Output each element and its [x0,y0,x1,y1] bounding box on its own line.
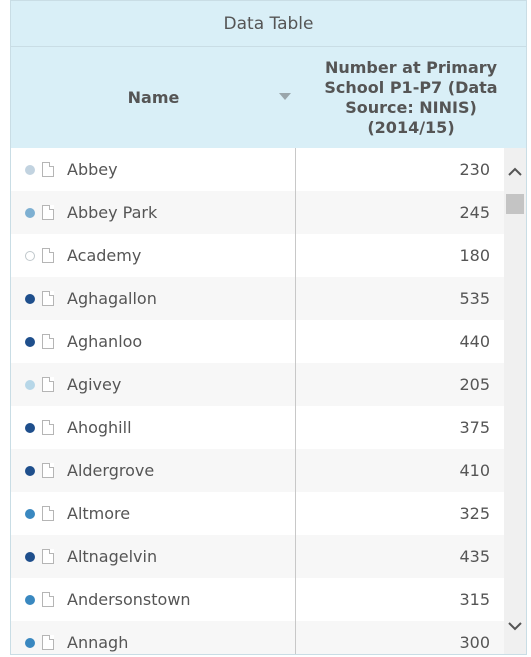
name-cell: Andersonstown [11,578,296,621]
table-row[interactable]: Altnagelvin 435 [11,535,504,578]
row-value: 180 [459,246,490,265]
row-name: Aghanloo [67,332,143,351]
row-name: Ahoghill [67,418,132,437]
row-name: Altnagelvin [67,547,158,566]
row-name: Agivey [67,375,122,394]
table-header: Name Number at Primary School P1-P7 (Dat… [11,47,526,148]
row-value: 435 [459,547,490,566]
row-value: 205 [459,375,490,394]
row-value: 440 [459,332,490,351]
legend-dot-icon [25,508,35,519]
name-cell: Academy [11,234,296,277]
row-value: 315 [459,590,490,609]
document-icon[interactable] [42,334,54,349]
document-icon[interactable] [42,420,54,435]
legend-dot-icon [25,207,35,218]
document-icon[interactable] [42,549,54,564]
panel-title: Data Table [11,0,526,47]
row-name: Abbey [67,160,118,179]
document-icon[interactable] [42,506,54,521]
chevron-up-icon[interactable] [507,164,523,180]
name-cell: Annagh [11,621,296,654]
table-row[interactable]: Academy 180 [11,234,504,277]
table-row[interactable]: Andersonstown 315 [11,578,504,621]
legend-dot-icon [25,551,35,562]
name-cell: Altmore [11,492,296,535]
row-value: 230 [459,160,490,179]
name-cell: Altnagelvin [11,535,296,578]
name-cell: Abbey [11,148,296,191]
name-cell: Aldergrove [11,449,296,492]
row-name: Aghagallon [67,289,157,308]
legend-dot-icon [25,465,35,476]
row-name: Aldergrove [67,461,155,480]
document-icon[interactable] [42,248,54,263]
table-row[interactable]: Annagh 300 [11,621,504,654]
name-cell: Aghagallon [11,277,296,320]
document-icon[interactable] [42,291,54,306]
document-icon[interactable] [42,377,54,392]
sort-descending-arrow-icon[interactable] [279,93,291,100]
document-icon[interactable] [42,463,54,478]
column-header-name[interactable]: Name [11,47,296,148]
scrollbar-thumb[interactable] [506,194,524,214]
column-header-value-label: Number at Primary School P1-P7 (Data Sou… [324,57,498,137]
row-name: Abbey Park [67,203,158,222]
name-cell: Aghanloo [11,320,296,363]
row-name: Altmore [67,504,131,523]
row-value: 410 [459,461,490,480]
legend-dot-icon [25,594,35,605]
legend-dot-icon [25,637,35,648]
table-row[interactable]: Aghanloo 440 [11,320,504,363]
legend-dot-icon [25,336,35,347]
row-value: 535 [459,289,490,308]
legend-dot-icon [25,379,35,390]
data-table-panel: Data Table Name Number at Primary School… [10,0,527,655]
table-row[interactable]: Aldergrove 410 [11,449,504,492]
row-name: Annagh [67,633,129,652]
vertical-scrollbar[interactable] [504,148,526,654]
table-row[interactable]: Aghagallon 535 [11,277,504,320]
name-cell: Agivey [11,363,296,406]
legend-dot-icon [25,293,35,304]
document-icon[interactable] [42,205,54,220]
name-cell: Ahoghill [11,406,296,449]
document-icon[interactable] [42,592,54,607]
document-icon[interactable] [42,635,54,650]
document-icon[interactable] [42,162,54,177]
row-value: 300 [459,633,490,652]
name-cell: Abbey Park [11,191,296,234]
table-row[interactable]: Altmore 325 [11,492,504,535]
row-value: 245 [459,203,490,222]
table-row[interactable]: Abbey 230 [11,148,504,191]
row-value: 375 [459,418,490,437]
legend-dot-icon [25,164,35,175]
legend-dot-icon [25,422,35,433]
column-header-value[interactable]: Number at Primary School P1-P7 (Data Sou… [296,47,526,148]
row-name: Academy [67,246,142,265]
row-name: Andersonstown [67,590,191,609]
table-body: Abbey 230 Abbey Park 245 Academy 180 Aghagallo… [11,148,504,654]
legend-dot-icon [25,250,35,261]
table-row[interactable]: Abbey Park 245 [11,191,504,234]
chevron-down-icon[interactable] [507,618,523,634]
table-row[interactable]: Agivey 205 [11,363,504,406]
column-header-name-label: Name [127,88,180,107]
row-value: 325 [459,504,490,523]
table-row[interactable]: Ahoghill 375 [11,406,504,449]
